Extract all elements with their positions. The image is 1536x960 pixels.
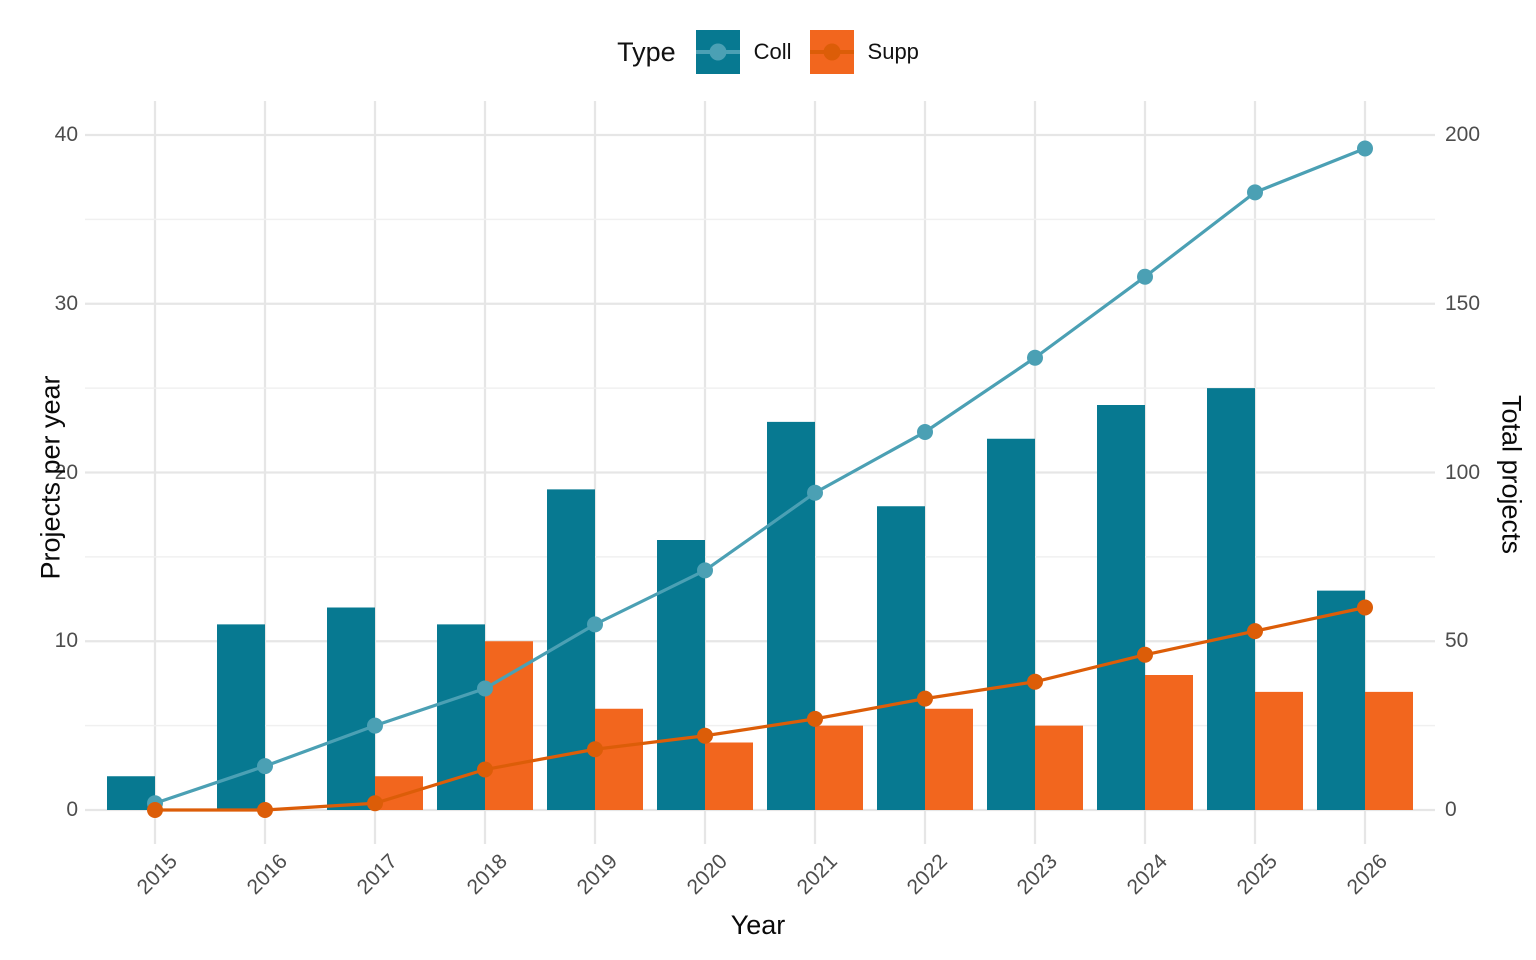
legend-swatch-coll-icon: [695, 30, 740, 74]
legend-swatch-supp-icon: [809, 30, 854, 74]
y-tick-left-40: 40: [54, 123, 78, 146]
point-supp-cumulative-2019: [587, 741, 603, 758]
point-supp-cumulative-2021: [807, 710, 823, 727]
y-tick-left-10: 10: [54, 629, 78, 653]
line-coll-cumulative: [154, 147, 1366, 805]
point-coll-cumulative-2020: [697, 562, 713, 579]
legend: Type Coll Supp: [0, 22, 1536, 82]
point-supp-cumulative-2016: [257, 802, 273, 818]
bar-coll-2017: [327, 607, 375, 810]
legend-label-coll: Coll: [753, 39, 792, 64]
bar-coll-2023: [987, 438, 1035, 810]
line-supp-cumulative: [155, 605, 1366, 812]
point-supp-cumulative-2015: [147, 802, 163, 818]
y-tick-right-200: 200: [1445, 123, 1481, 146]
point-supp-cumulative-2020: [697, 727, 713, 744]
y-tick-left-30: 30: [54, 291, 78, 315]
y-tick-right-150: 150: [1445, 291, 1481, 315]
bar-supp-2019: [595, 708, 643, 810]
legend-title: Type: [617, 36, 676, 67]
y-tick-left-0: 0: [66, 798, 78, 821]
point-supp-cumulative-2018: [477, 761, 493, 778]
bar-supp-2021: [815, 725, 863, 810]
bar-coll-2018: [437, 624, 485, 810]
bar-supp-2017: [375, 776, 423, 810]
bar-supp-2026: [1365, 691, 1413, 810]
legend-entry-supp[interactable]: Supp: [809, 30, 919, 74]
legend-key-point-icon: [709, 43, 727, 61]
point-coll-cumulative-2018: [477, 680, 493, 697]
point-supp-cumulative-2025: [1247, 623, 1263, 640]
point-coll-cumulative-2025: [1247, 184, 1263, 201]
point-supp-cumulative-2022: [917, 690, 933, 707]
y-tick-left-20: 20: [54, 460, 78, 484]
y-tick-right-100: 100: [1445, 460, 1481, 484]
point-coll-cumulative-2022: [917, 424, 933, 440]
bar-supp-2022: [925, 708, 973, 810]
point-coll-cumulative-2016: [257, 758, 273, 775]
point-coll-cumulative-2026: [1357, 140, 1373, 157]
point-coll-cumulative-2023: [1027, 349, 1043, 366]
bar-supp-2020: [705, 742, 753, 810]
bar-supp-2024: [1145, 675, 1193, 810]
point-coll-cumulative-2017: [367, 717, 383, 734]
legend-label-supp: Supp: [867, 39, 919, 64]
bar-coll-2026: [1317, 590, 1365, 810]
bar-supp-2025: [1255, 691, 1303, 810]
point-supp-cumulative-2017: [367, 795, 383, 812]
bar-supp-2018: [485, 641, 533, 810]
bar-supp-2023: [1035, 725, 1083, 810]
point-supp-cumulative-2026: [1357, 599, 1373, 616]
x-axis-title: Year: [730, 910, 786, 940]
bar-coll-2015: [107, 776, 155, 810]
bar-coll-2021: [767, 421, 815, 810]
point-supp-cumulative-2024: [1137, 646, 1153, 663]
y-tick-right-50: 50: [1445, 629, 1469, 653]
point-supp-cumulative-2023: [1027, 673, 1043, 690]
bar-coll-2022: [877, 506, 925, 810]
y-axis-title-right: Total projects: [1496, 394, 1527, 555]
point-coll-cumulative-2021: [807, 484, 823, 501]
bar-coll-2025: [1207, 388, 1255, 810]
bar-coll-2020: [657, 540, 705, 810]
legend-key-point-icon: [823, 43, 841, 61]
bar-coll-2024: [1097, 405, 1145, 810]
y-axis-title-left: Projects per year: [35, 375, 66, 580]
bar-coll-2016: [217, 624, 265, 810]
point-coll-cumulative-2024: [1137, 268, 1153, 285]
legend-entry-coll[interactable]: Coll: [695, 30, 792, 74]
point-coll-cumulative-2019: [587, 616, 603, 633]
y-tick-right-0: 0: [1445, 798, 1457, 821]
